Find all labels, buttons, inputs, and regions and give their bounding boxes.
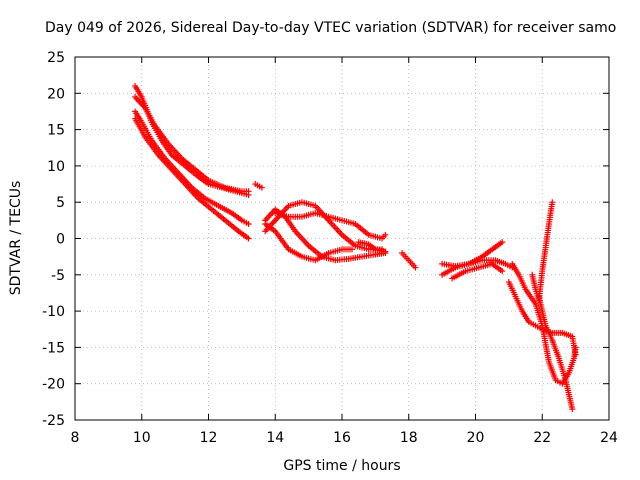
- series-arc-5: [252, 181, 265, 191]
- data-point: [549, 199, 556, 206]
- series-arc-16: [509, 260, 579, 387]
- series-arc-6: [262, 206, 389, 264]
- data-point: [412, 264, 419, 271]
- series-arc-8: [262, 220, 356, 264]
- plot-frame: [74, 56, 610, 421]
- series-arc-17: [529, 199, 556, 304]
- chart-title: Day 049 of 2026, Sidereal Day-to-day VTE…: [45, 20, 617, 36]
- data-point: [349, 246, 356, 253]
- grid-layer: [75, 57, 609, 420]
- data-point: [382, 248, 389, 255]
- y-tick-label: 20: [47, 86, 65, 102]
- data-point: [499, 239, 506, 246]
- data-layer: [132, 83, 579, 413]
- data-point: [245, 188, 252, 195]
- x-tick-label: 20: [467, 430, 485, 446]
- series-arc-10: [355, 239, 389, 255]
- y-tick-label: 5: [56, 195, 65, 211]
- series-arc-11: [399, 250, 419, 271]
- y-tick-label: 10: [47, 159, 65, 175]
- series-arc-13: [439, 257, 516, 271]
- x-axis-label: GPS time / hours: [283, 458, 400, 474]
- y-tick-label: 15: [47, 123, 65, 139]
- data-point: [245, 235, 252, 242]
- series-arc-4: [132, 115, 252, 242]
- series-arc-14: [449, 260, 506, 282]
- y-tick-label: -15: [42, 340, 65, 356]
- x-tick-label: 18: [400, 430, 418, 446]
- data-point: [382, 231, 389, 238]
- data-point: [569, 406, 576, 413]
- y-tick-label: -25: [42, 413, 65, 429]
- series-arc-2: [132, 93, 252, 195]
- data-point: [572, 344, 579, 351]
- data-point: [499, 268, 506, 275]
- data-point: [245, 220, 252, 227]
- x-tick-label: 10: [133, 430, 151, 446]
- x-tick-label: 24: [600, 430, 618, 446]
- series-arc-18: [535, 293, 576, 413]
- data-point: [258, 184, 265, 191]
- y-tick-label: 0: [56, 232, 65, 248]
- series-arc-9: [272, 210, 389, 242]
- y-tick-label: -20: [42, 377, 65, 393]
- y-tick-label: -5: [51, 268, 65, 284]
- x-tick-label: 8: [71, 430, 80, 446]
- y-axis-label: SDTVAR / TECUs: [8, 181, 24, 296]
- tick-layer: 8 10 12 14 16 18 20 22 24 -25 -20 -15 -10 -5 0 5 10 15 20 2…: [42, 50, 618, 446]
- y-tick-label: -10: [42, 304, 65, 320]
- x-tick-label: 16: [333, 430, 351, 446]
- x-tick-label: 12: [200, 430, 218, 446]
- x-tick-label: 14: [266, 430, 284, 446]
- x-tick-label: 22: [533, 430, 551, 446]
- y-tick-label: 25: [47, 50, 65, 66]
